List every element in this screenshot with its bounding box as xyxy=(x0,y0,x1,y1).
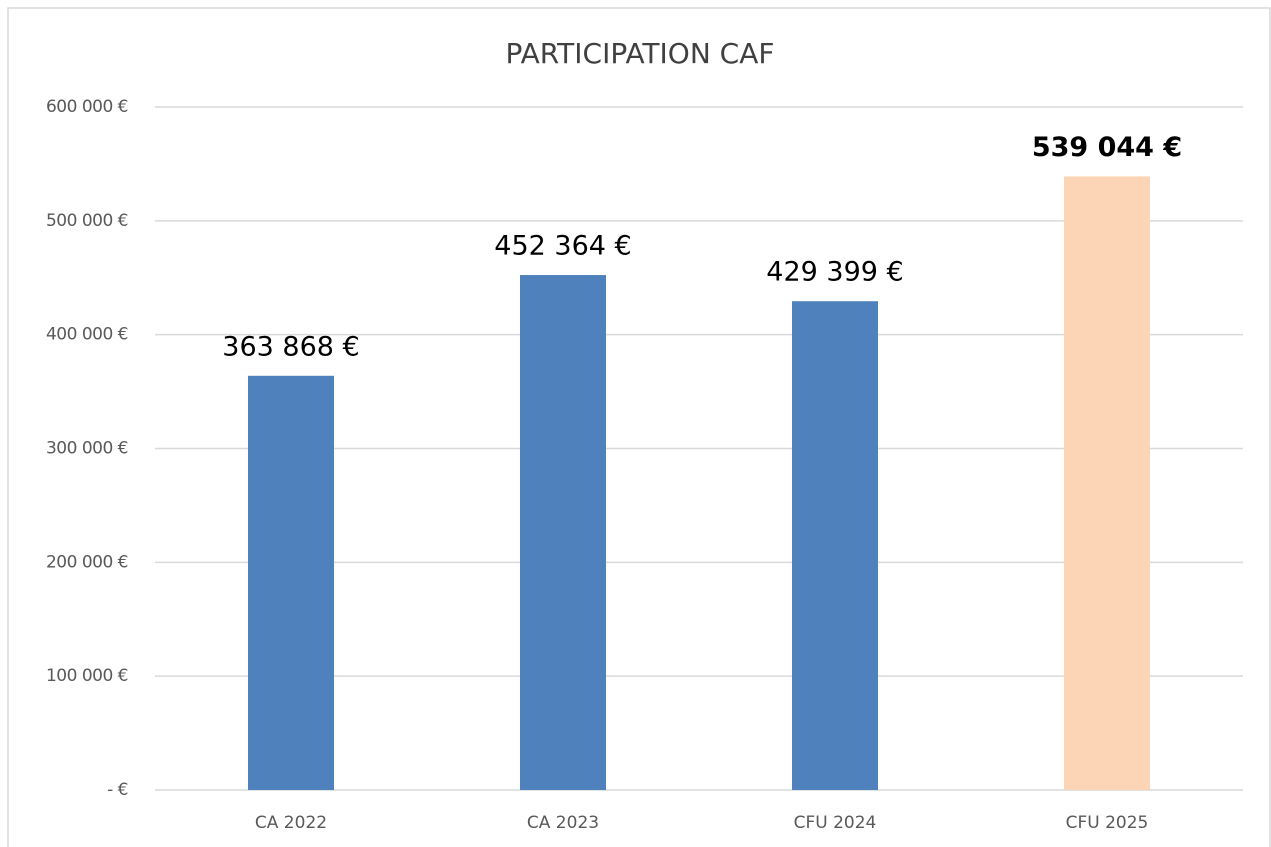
bar xyxy=(1064,176,1150,790)
y-tick-label: - € xyxy=(107,780,128,800)
data-label: 429 399 € xyxy=(766,257,903,288)
chart-title: PARTICIPATION CAF xyxy=(506,37,775,70)
bar xyxy=(520,275,606,791)
bar xyxy=(792,301,878,790)
y-tick-label: 300 000 € xyxy=(46,439,128,459)
data-label: 539 044 € xyxy=(1032,132,1182,163)
data-label: 452 364 € xyxy=(494,231,631,262)
x-tick-label: CA 2022 xyxy=(255,813,327,833)
bar xyxy=(248,375,334,790)
y-tick-label: 100 000 € xyxy=(46,666,128,686)
x-tick-label: CA 2023 xyxy=(527,813,599,833)
x-tick-label: CFU 2025 xyxy=(1066,813,1149,833)
chart-frame xyxy=(7,7,1271,847)
y-tick-label: 500 000 € xyxy=(46,211,128,231)
data-label: 363 868 € xyxy=(222,331,359,362)
y-tick-label: 400 000 € xyxy=(46,325,128,345)
y-tick-label: 200 000 € xyxy=(46,552,128,572)
x-tick-label: CFU 2024 xyxy=(794,813,877,833)
y-tick-label: 600 000 € xyxy=(46,97,128,117)
